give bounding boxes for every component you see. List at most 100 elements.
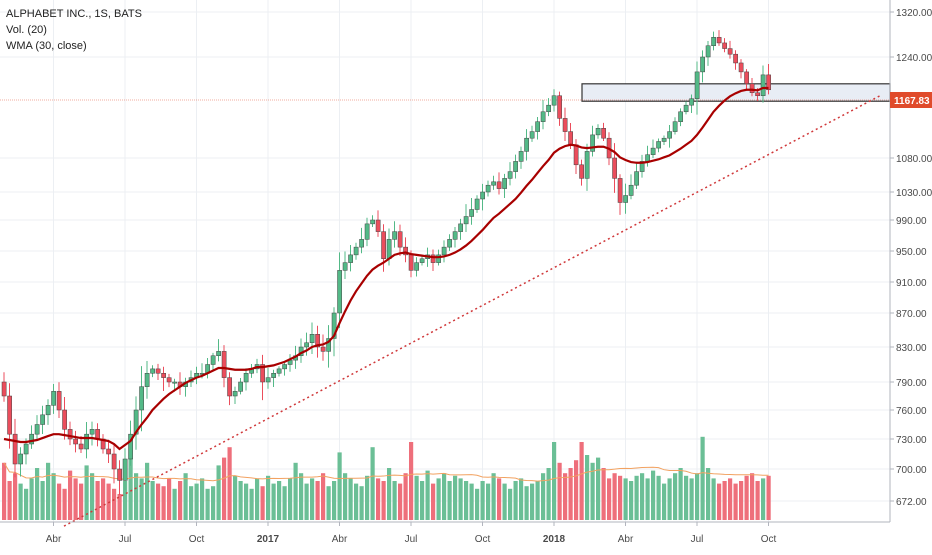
candle-body (166, 377, 172, 383)
wma-line (3, 86, 769, 451)
time-tick-label: Jul (691, 534, 704, 545)
volume-bar (409, 442, 414, 520)
candle-body (29, 433, 34, 445)
volume-bar (629, 481, 634, 520)
volume-bar (766, 475, 771, 520)
volume-bar (7, 481, 12, 520)
candle-body (524, 137, 529, 152)
volume-bar (739, 481, 744, 520)
volume-bar (35, 468, 40, 520)
candle-body (117, 468, 122, 481)
time-tick-label: Oct (189, 534, 205, 545)
volume-bar (486, 483, 491, 520)
volume-bar (403, 473, 408, 520)
volume-bar (310, 478, 315, 520)
volume-bar (359, 486, 364, 520)
volume-bar (90, 473, 95, 520)
volume-bar (95, 481, 100, 520)
volume-bar (183, 473, 188, 520)
volume-ma (3, 462, 769, 482)
volume-bar (222, 457, 227, 520)
time-tick-label: 2017 (257, 534, 280, 545)
candle-body (738, 62, 744, 73)
candle-body (276, 368, 282, 374)
volume-bars (2, 436, 771, 520)
candle-body (562, 118, 568, 132)
volume-bar (519, 478, 524, 520)
volume-bar (585, 455, 590, 520)
candle-body (381, 231, 386, 259)
volume-bar (601, 468, 606, 520)
candle-body (749, 83, 755, 93)
volume-bar (541, 473, 546, 520)
candle-body (458, 223, 463, 232)
candle-body (546, 104, 551, 113)
volume-bar (530, 483, 535, 520)
volume-bar (662, 483, 667, 520)
volume-bar (398, 483, 403, 520)
volume-bar (255, 478, 260, 520)
candle-body (12, 433, 18, 465)
candle-body (430, 254, 436, 263)
volume-bar (667, 478, 672, 520)
candle-body (639, 161, 645, 172)
candle-body (568, 131, 573, 146)
candle-body (711, 37, 716, 46)
volume-bar (288, 478, 293, 520)
price-tick-label: 990.00 (896, 216, 927, 227)
price-tick-label: 870.00 (896, 309, 927, 320)
volume-bar (700, 436, 705, 520)
volume-bar (24, 488, 29, 520)
price-tick-label: 1030.00 (896, 188, 932, 199)
candle-body (397, 231, 403, 248)
volume-bar (722, 481, 727, 520)
candle-body (529, 131, 535, 139)
volume-bar (172, 488, 177, 520)
candle-body (34, 424, 40, 435)
candle-body (689, 98, 694, 106)
candle-body (683, 104, 689, 113)
price-tick-label: 1080.00 (896, 154, 932, 165)
candle-body (260, 364, 265, 383)
volume-bar (79, 483, 84, 520)
candle-body (557, 95, 562, 119)
volume-bar (508, 488, 513, 520)
volume-bar (200, 478, 205, 520)
volume-bar (134, 473, 139, 520)
candle-body (133, 409, 139, 435)
candle-body (628, 184, 634, 196)
price-tick-label: 950.00 (896, 247, 927, 258)
grid (0, 0, 890, 522)
candle-body (463, 216, 469, 225)
volume-bar (651, 470, 656, 520)
legend: ALPHABET INC., 1S, BATS Vol. (20) WMA (3… (6, 6, 142, 54)
time-tick-label: Jul (119, 534, 132, 545)
candle-body (590, 134, 595, 152)
volume-bar (469, 483, 474, 520)
candles (1, 30, 771, 496)
volume-bar (150, 481, 155, 520)
volume-bar (568, 468, 573, 520)
candle-body (95, 429, 100, 440)
candle-body (502, 178, 507, 189)
candle-body (353, 246, 359, 256)
candle-body (51, 391, 56, 406)
volume-bar (387, 468, 392, 520)
legend-wma: WMA (30, close) (6, 40, 87, 52)
candle-body (722, 42, 727, 49)
volume-bar (590, 462, 595, 520)
candle-body (227, 377, 232, 397)
candle-body (700, 56, 705, 73)
volume-bar (299, 473, 304, 520)
volume-bar (678, 468, 683, 520)
volume-bar (40, 481, 45, 520)
candle-body (474, 198, 480, 210)
price-tick-label: 730.00 (896, 435, 927, 446)
candle-body (667, 131, 672, 139)
volume-bar (315, 481, 320, 520)
candle-body (337, 270, 342, 314)
volume-bar (161, 486, 166, 520)
candle-body (579, 164, 584, 179)
